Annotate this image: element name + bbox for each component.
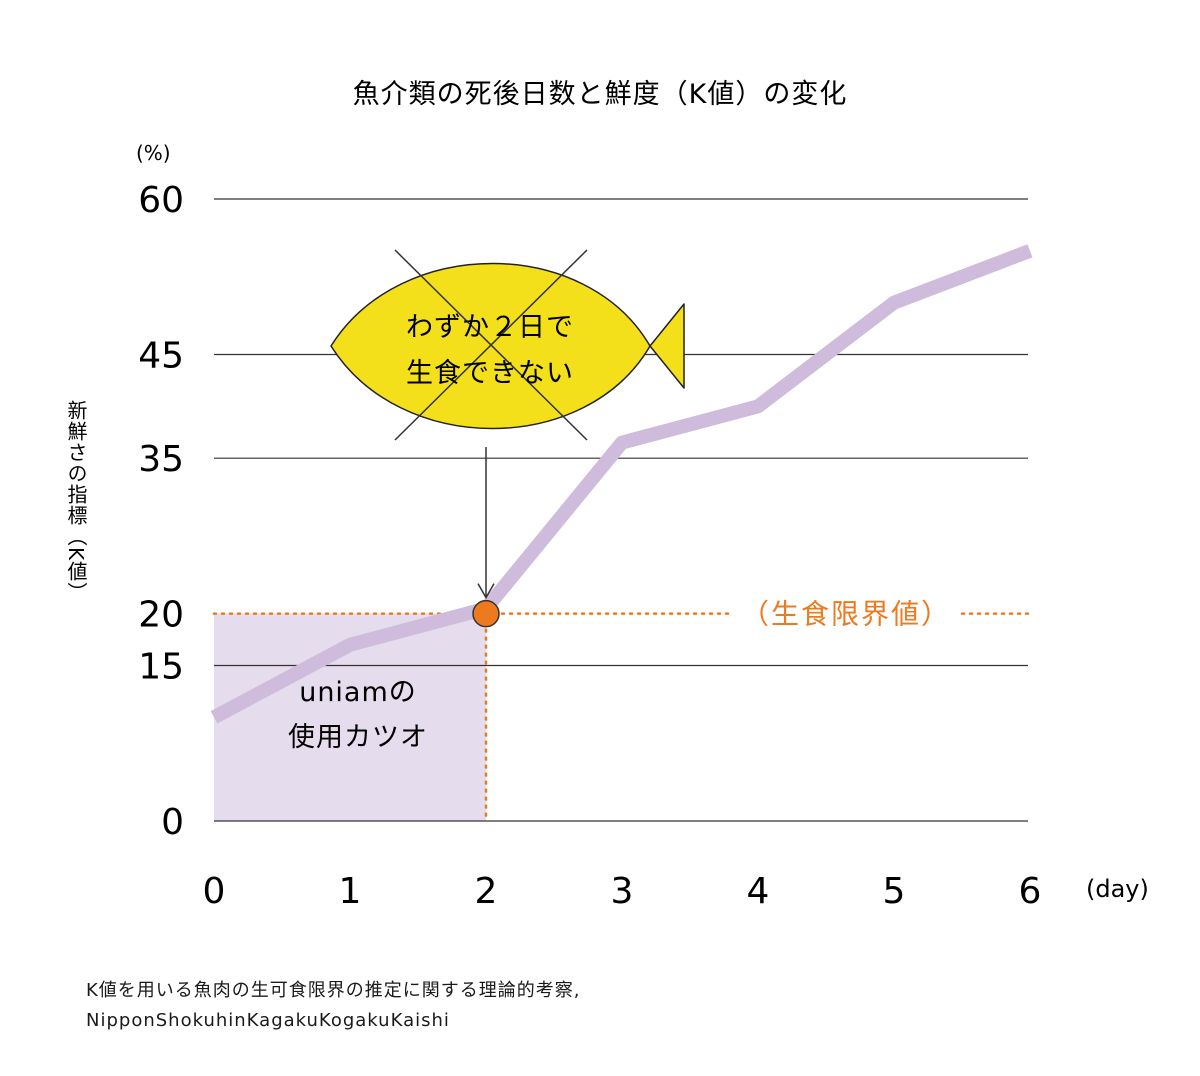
limit-label: （生食限界値）	[741, 598, 951, 631]
y-tick-15: 15	[138, 647, 184, 688]
chart-title: 魚介類の死後日数と鮮度（K値）の変化	[353, 79, 848, 110]
callout-text-line1: わずか２日で	[406, 312, 574, 343]
y-tick-45: 45	[138, 336, 184, 377]
fish-icon	[330, 262, 685, 430]
y-tick-35: 35	[138, 439, 184, 480]
y-tick-60: 60	[138, 180, 184, 221]
y-tick-0: 0	[161, 802, 184, 843]
source-citation: K値を用いる魚肉の生可食限界の推定に関する理論的考察, NipponShokuh…	[86, 976, 581, 1036]
y-unit-label: (%)	[136, 141, 171, 165]
x-tick-4: 4	[747, 871, 770, 912]
x-tick-3: 3	[611, 871, 634, 912]
source-line2: NipponShokuhinKagakuKogakuKaishi	[86, 1010, 450, 1031]
x-tick-labels: 0 1 2 3 4 5 6	[203, 871, 1042, 912]
x-tick-5: 5	[883, 871, 906, 912]
x-tick-1: 1	[339, 871, 362, 912]
fish-callout: わずか２日で 生食できない	[330, 249, 685, 441]
source-line1: K値を用いる魚肉の生可食限界の推定に関する理論的考察,	[86, 980, 581, 1001]
x-tick-6: 6	[1019, 871, 1042, 912]
y-tick-labels: 0 15 20 35 45 60	[138, 180, 184, 843]
y-tick-20: 20	[138, 595, 184, 636]
limit-point-marker	[472, 599, 500, 628]
x-tick-2: 2	[475, 871, 498, 912]
cross-line-b	[394, 249, 588, 441]
x-unit-label: (day)	[1086, 875, 1149, 903]
shaded-region-label-line1: uniamの	[299, 677, 417, 708]
callout-arrow-head	[477, 583, 495, 600]
callout-text-line2: 生食できない	[406, 358, 574, 389]
shaded-region-label-line2: 使用カツオ	[288, 722, 428, 753]
y-axis-label: 新鮮さの指標（K値）	[64, 400, 88, 604]
x-tick-0: 0	[203, 871, 226, 912]
series-line	[210, 244, 1033, 724]
